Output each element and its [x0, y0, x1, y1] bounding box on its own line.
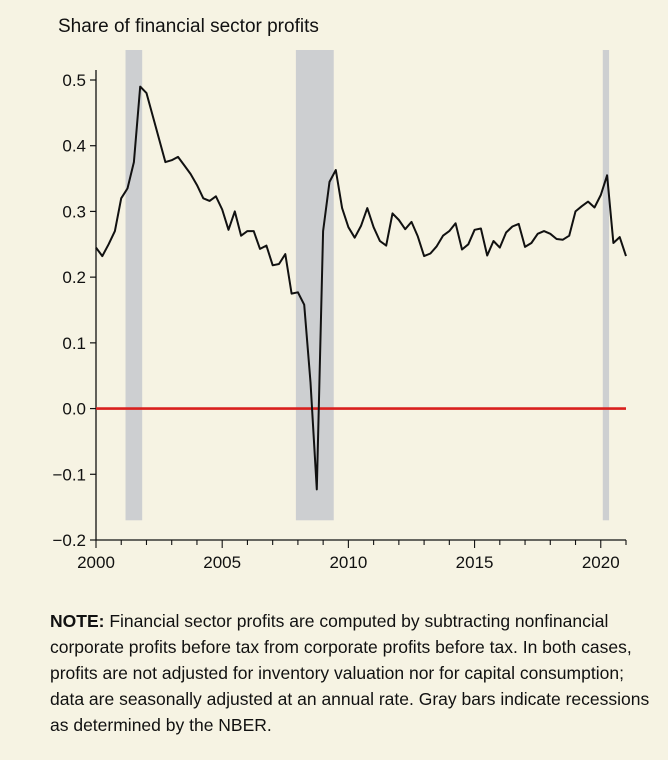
y-tick-label: 0.3 — [62, 202, 86, 221]
recession-bar-3 — [602, 50, 610, 521]
x-tick-label: 2015 — [456, 553, 494, 572]
note-lead: NOTE: — [50, 611, 105, 631]
chart-note: NOTE: Financial sector profits are compu… — [50, 608, 650, 738]
y-tick-label: 0.4 — [62, 137, 86, 156]
y-tick-label: −0.2 — [52, 531, 86, 550]
tick-labels: −0.2 −0.1 0.0 0.1 0.2 0.3 0.4 0.5 2000 2005 2010 20… — [52, 71, 619, 572]
x-tick-label: 2010 — [329, 553, 367, 572]
line-chart: −0.2 −0.1 0.0 0.1 0.2 0.3 0.4 0.5 2000 2005 2010 20… — [52, 50, 627, 572]
series-line-1 — [95, 85, 627, 491]
x-tick-label: 2005 — [203, 553, 241, 572]
x-tick-label: 2020 — [582, 553, 620, 572]
y-tick-label: 0.0 — [62, 400, 86, 419]
x-tick-label: 2000 — [77, 553, 115, 572]
recession-bar-1 — [125, 50, 143, 521]
series-lines — [95, 85, 627, 491]
y-tick-label: 0.5 — [62, 71, 86, 90]
y-tick-label: 0.1 — [62, 334, 86, 353]
chart-title: Share of financial sector profits — [58, 16, 319, 37]
recession-bars — [125, 50, 610, 521]
axes — [90, 70, 627, 548]
y-tick-label: 0.2 — [62, 268, 86, 287]
note-text: Financial sector profits are computed by… — [50, 611, 650, 735]
y-tick-label: −0.1 — [52, 465, 86, 484]
